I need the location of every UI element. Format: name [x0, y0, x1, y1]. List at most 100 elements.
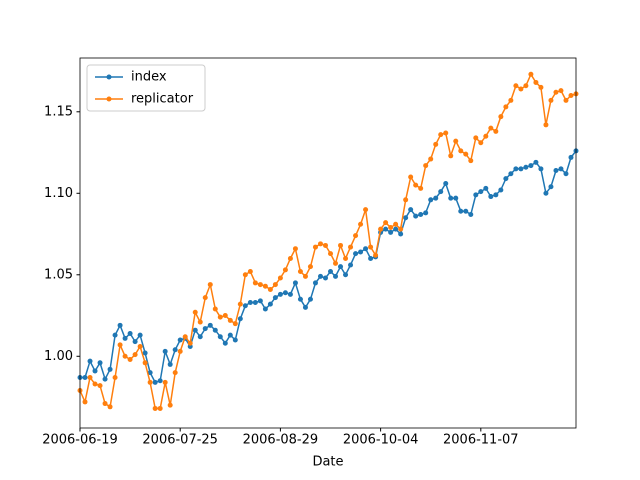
marker — [282, 290, 288, 296]
marker — [227, 317, 233, 323]
marker — [413, 213, 419, 219]
marker — [523, 164, 529, 170]
marker — [438, 189, 444, 195]
marker — [558, 166, 564, 172]
marker — [563, 97, 569, 103]
marker — [132, 339, 138, 345]
marker — [388, 225, 394, 231]
marker — [112, 332, 118, 338]
marker — [358, 249, 364, 255]
marker — [172, 347, 178, 353]
marker — [282, 267, 288, 273]
marker — [82, 399, 88, 405]
marker — [433, 195, 439, 201]
marker — [232, 321, 238, 327]
marker — [237, 316, 243, 322]
marker — [307, 296, 313, 302]
marker — [122, 335, 128, 341]
marker — [107, 366, 113, 372]
marker — [493, 192, 499, 198]
marker — [177, 348, 183, 354]
marker — [137, 332, 143, 338]
marker — [508, 171, 514, 177]
marker — [312, 280, 318, 286]
marker — [363, 207, 369, 213]
marker — [257, 282, 263, 288]
marker — [383, 226, 389, 232]
marker — [478, 189, 484, 195]
marker — [267, 286, 273, 292]
marker — [272, 282, 278, 288]
marker — [127, 330, 133, 336]
marker — [202, 295, 208, 301]
marker — [302, 273, 308, 279]
marker — [277, 291, 283, 297]
marker — [197, 334, 203, 340]
marker — [117, 342, 123, 348]
marker — [252, 280, 258, 286]
marker — [117, 322, 123, 328]
marker — [102, 376, 108, 382]
marker — [518, 166, 524, 172]
marker — [518, 86, 524, 92]
legend-label: replicator — [131, 92, 194, 107]
marker — [538, 166, 544, 172]
marker — [262, 306, 268, 312]
marker — [287, 291, 293, 297]
marker — [443, 130, 449, 136]
marker — [563, 171, 569, 177]
marker — [172, 370, 178, 376]
marker — [142, 360, 148, 366]
marker — [232, 337, 238, 343]
marker — [107, 404, 113, 410]
marker — [162, 379, 168, 385]
marker — [157, 405, 163, 411]
marker — [262, 283, 268, 289]
marker — [147, 370, 153, 376]
marker — [538, 84, 544, 90]
x-tick-label: 2006-08-29 — [243, 433, 319, 448]
marker — [553, 89, 559, 95]
marker — [292, 246, 298, 252]
marker — [408, 207, 414, 213]
marker — [478, 140, 484, 146]
marker — [127, 357, 133, 363]
marker — [212, 327, 218, 333]
marker — [513, 166, 519, 172]
marker — [343, 255, 349, 261]
marker — [287, 255, 293, 261]
marker — [528, 71, 534, 77]
marker — [207, 282, 213, 288]
marker — [503, 176, 509, 182]
marker — [548, 97, 554, 103]
marker — [177, 337, 183, 343]
marker — [227, 332, 233, 338]
marker — [388, 229, 394, 235]
marker — [252, 299, 258, 305]
marker — [197, 319, 203, 325]
marker — [393, 221, 399, 227]
marker — [257, 298, 263, 304]
marker — [182, 334, 188, 340]
marker — [568, 92, 574, 98]
marker — [112, 374, 118, 380]
legend-marker — [106, 74, 112, 80]
marker — [212, 306, 218, 312]
marker — [403, 197, 409, 203]
marker — [187, 340, 193, 346]
marker — [488, 194, 494, 200]
x-tick-label: 2006-07-25 — [142, 433, 218, 448]
marker — [363, 246, 369, 252]
marker — [343, 272, 349, 278]
marker — [548, 184, 554, 190]
marker — [207, 322, 213, 328]
line — [79, 72, 577, 410]
marker — [368, 244, 374, 250]
marker — [438, 132, 444, 138]
series — [77, 148, 579, 385]
marker — [328, 269, 334, 275]
marker — [378, 226, 384, 232]
marker — [498, 114, 504, 120]
marker — [383, 220, 389, 226]
marker — [292, 280, 298, 286]
